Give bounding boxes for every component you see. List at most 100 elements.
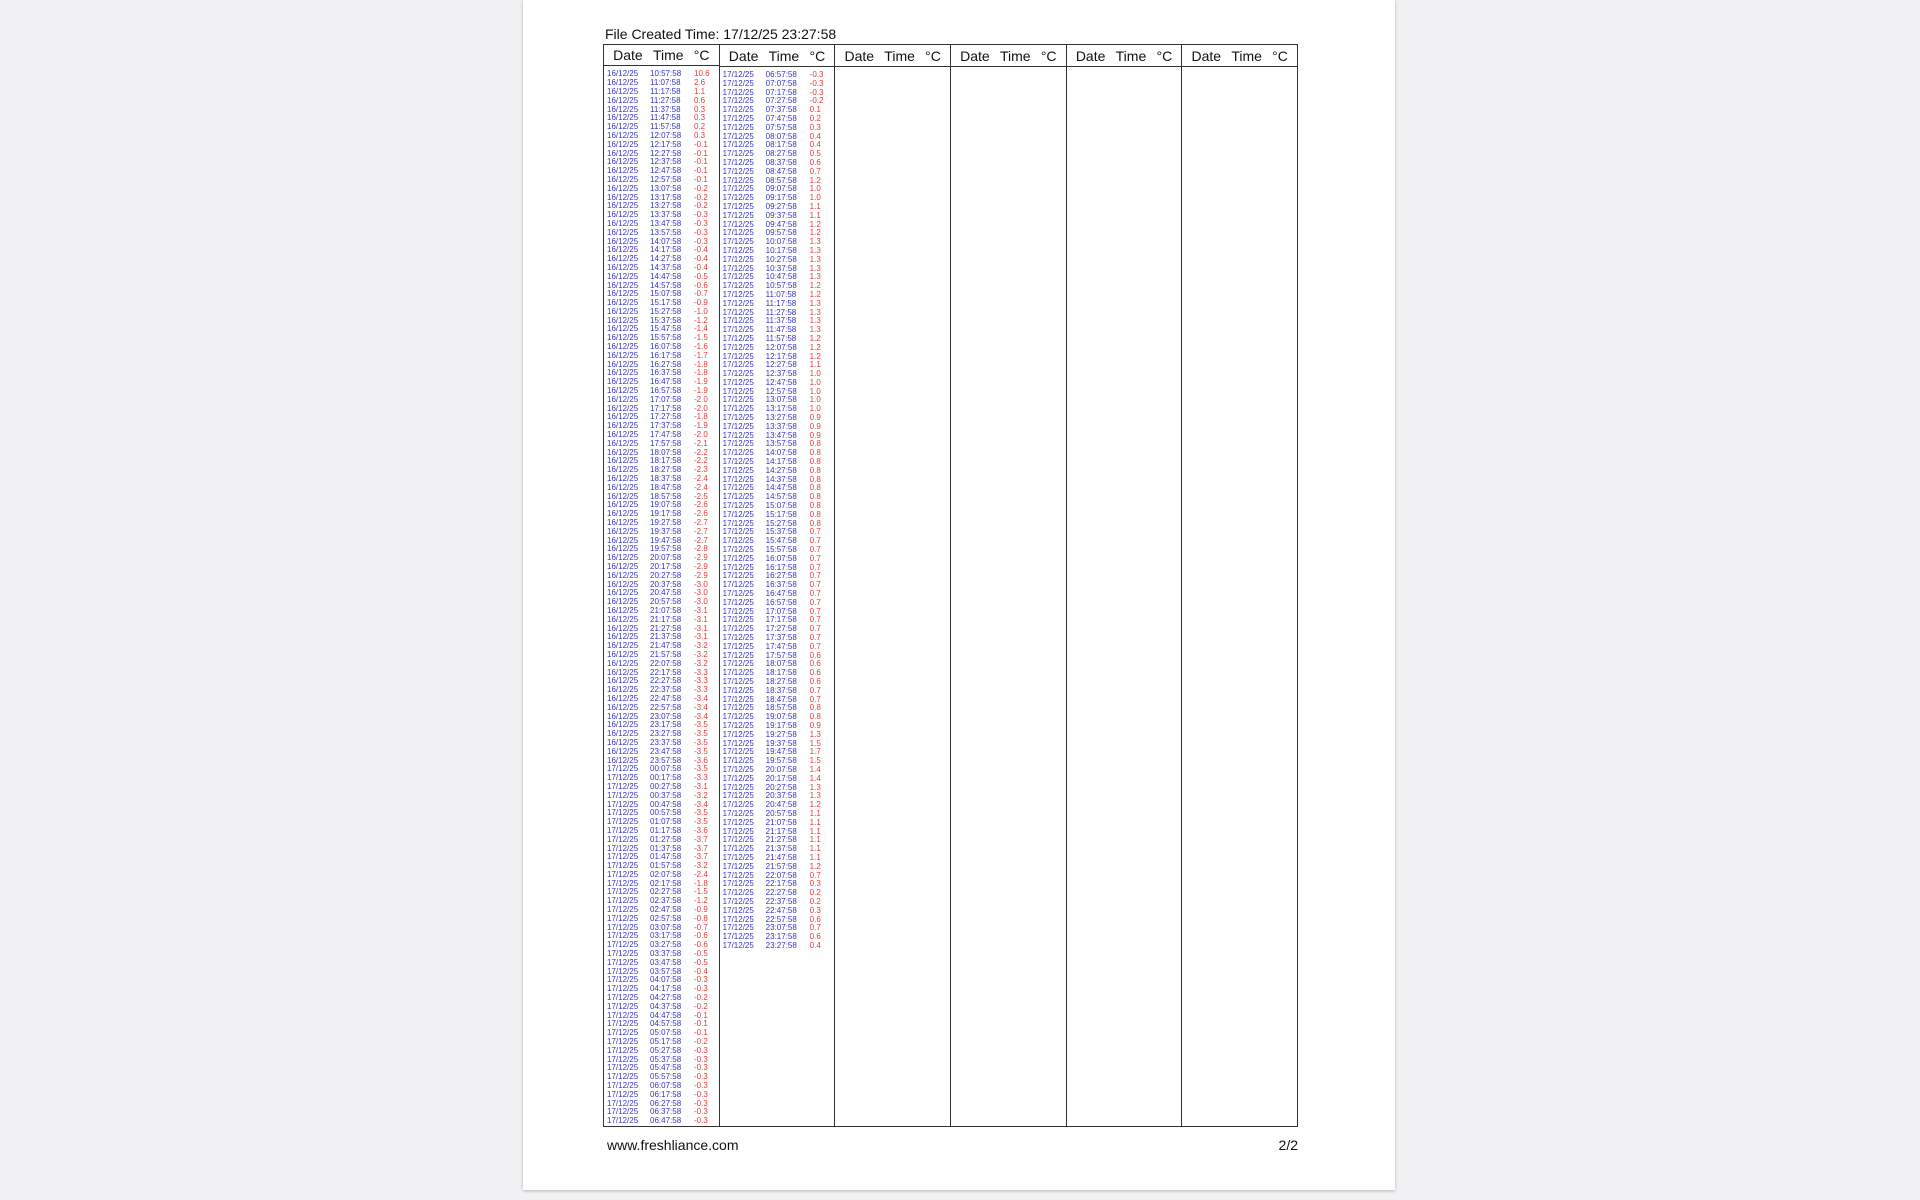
table-row: 17/12/25 01:37:58 -3.7 <box>607 843 719 854</box>
time-cell: 11:07:58 <box>765 289 797 299</box>
time-cell: 21:57:58 <box>650 649 682 659</box>
temperature-cell: -0.5 <box>694 271 708 281</box>
temperature-cell: -3.5 <box>694 737 708 747</box>
time-cell: 14:47:58 <box>765 483 797 493</box>
table-row: 17/12/25 19:17:58 0.9 <box>723 720 835 731</box>
date-cell: 17/12/25 <box>722 703 754 713</box>
time-cell: 15:17:58 <box>765 509 797 519</box>
temperature-cell: -0.7 <box>694 289 708 299</box>
temperature-cell: 0.7 <box>809 562 821 572</box>
time-cell: 20:17:58 <box>650 562 682 571</box>
table-row: 17/12/25 00:47:58 -3.4 <box>607 800 719 810</box>
table-row: 17/12/25 05:07:58 -0.1 <box>607 1028 719 1038</box>
table-row: 17/12/25 12:57:58 1.0 <box>723 387 835 397</box>
temperature-cell: -0.1 <box>694 1010 708 1020</box>
date-cell: 16/12/25 <box>607 386 639 396</box>
time-cell: 18:07:58 <box>765 659 797 669</box>
date-cell: 17/12/25 <box>607 1098 639 1108</box>
time-cell: 11:27:58 <box>765 307 797 317</box>
time-cell: 12:07:58 <box>650 130 682 140</box>
table-row: 17/12/25 15:47:58 0.7 <box>723 536 835 546</box>
table-row: 16/12/25 17:17:58 -2.0 <box>607 404 719 414</box>
table-row: 16/12/25 18:37:58 -2.4 <box>607 474 719 484</box>
table-row: 17/12/25 01:17:58 -3.6 <box>607 825 719 836</box>
date-cell: 17/12/25 <box>607 773 639 783</box>
table-row: 16/12/25 12:57:58 -0.1 <box>607 175 719 185</box>
time-cell: 11:07:58 <box>650 78 681 88</box>
date-cell: 17/12/25 <box>607 913 639 923</box>
temperature-cell: 1.0 <box>809 369 821 379</box>
table-row: 16/12/25 15:47:58 -1.4 <box>607 325 719 334</box>
table-row: 17/12/25 20:17:58 1.4 <box>723 774 835 784</box>
table-row: 17/12/25 23:27:58 0.4 <box>723 941 835 951</box>
temperature-cell: -0.3 <box>694 236 708 246</box>
date-cell: 17/12/25 <box>722 421 754 431</box>
date-cell: 17/12/25 <box>722 474 754 484</box>
time-cell: 17:07:58 <box>650 394 682 404</box>
temperature-cell: 0.3 <box>694 130 706 140</box>
table-row: 16/12/25 13:07:58 -0.2 <box>607 184 719 194</box>
temperature-cell: -3.4 <box>694 702 708 712</box>
temperature-cell: -1.8 <box>694 878 708 888</box>
date-cell: 17/12/25 <box>722 545 754 555</box>
table-row: 17/12/25 13:47:58 0.9 <box>723 431 835 441</box>
temperature-cell: 0.2 <box>809 896 821 906</box>
temperature-cell: 1.2 <box>809 289 821 299</box>
temperature-cell: 0.7 <box>809 641 821 651</box>
temperature-cell: -1.9 <box>694 421 708 431</box>
temperature-cell: -0.6 <box>694 280 708 290</box>
temperature-cell: -2.0 <box>694 430 708 440</box>
temperature-cell: 0.9 <box>809 413 821 423</box>
date-cell: 17/12/25 <box>722 729 754 739</box>
time-cell: 05:07:58 <box>650 1028 682 1038</box>
time-cell: 20:57:58 <box>765 808 797 818</box>
time-cell: 19:47:58 <box>650 535 682 545</box>
date-cell: 17/12/25 <box>722 527 754 537</box>
date-cell: 17/12/25 <box>722 395 754 405</box>
table-row: 17/12/25 20:37:58 1.3 <box>723 792 835 801</box>
table-row: 16/12/25 12:47:58 -0.1 <box>607 166 719 176</box>
date-cell: 17/12/25 <box>607 817 639 827</box>
time-cell: 23:47:58 <box>650 746 682 756</box>
table-row: 17/12/25 01:47:58 -3.7 <box>607 852 719 862</box>
time-cell: 19:17:58 <box>765 720 797 730</box>
table-row: 17/12/25 12:27:58 1.1 <box>723 360 835 370</box>
table-row: 16/12/25 14:57:58 -0.6 <box>607 280 719 291</box>
temperature-cell: 1.1 <box>809 826 821 836</box>
time-cell: 15:07:58 <box>650 289 682 299</box>
temperature-cell: -2.8 <box>694 544 708 554</box>
date-cell: 16/12/25 <box>607 430 639 440</box>
temperature-cell: -3.6 <box>694 755 708 765</box>
date-cell: 17/12/25 <box>722 131 754 141</box>
time-cell: 01:37:58 <box>650 843 682 853</box>
date-cell: 17/12/25 <box>722 747 754 757</box>
table-row: 17/12/25 02:47:58 -0.9 <box>607 905 719 915</box>
time-cell: 16:27:58 <box>765 571 797 581</box>
time-cell: 02:37:58 <box>650 896 682 906</box>
table-column-4: Date Time °C <box>951 45 1067 1126</box>
date-cell: 17/12/25 <box>722 351 754 361</box>
time-cell: 05:27:58 <box>650 1045 682 1055</box>
table-row: 17/12/25 13:07:58 1.0 <box>723 396 835 405</box>
temperature-cell: 0.7 <box>809 615 821 625</box>
date-cell: 16/12/25 <box>607 289 639 299</box>
time-cell: 17:47:58 <box>765 641 797 651</box>
temperature-cell: 1.1 <box>809 201 821 211</box>
date-cell: 17/12/25 <box>722 597 754 607</box>
date-cell: 17/12/25 <box>722 105 754 115</box>
temperature-cell: 0.6 <box>809 676 821 686</box>
temperature-cell: -1.9 <box>694 386 708 396</box>
time-cell: 01:17:58 <box>650 825 682 835</box>
temperature-cell: 1.3 <box>809 272 821 282</box>
date-cell: 17/12/25 <box>722 800 754 810</box>
temperature-cell: 0.2 <box>809 888 821 898</box>
table-row: 17/12/25 04:57:58 -0.1 <box>607 1020 719 1029</box>
time-cell: 00:17:58 <box>650 773 682 783</box>
date-cell: 16/12/25 <box>607 614 639 624</box>
time-cell: 14:07:58 <box>650 236 682 246</box>
date-cell: 17/12/25 <box>607 887 639 897</box>
date-cell: 17/12/25 <box>722 844 754 854</box>
temperature-cell: 0.7 <box>809 545 821 555</box>
time-cell: 21:57:58 <box>765 861 797 871</box>
time-cell: 11:37:58 <box>650 104 681 114</box>
